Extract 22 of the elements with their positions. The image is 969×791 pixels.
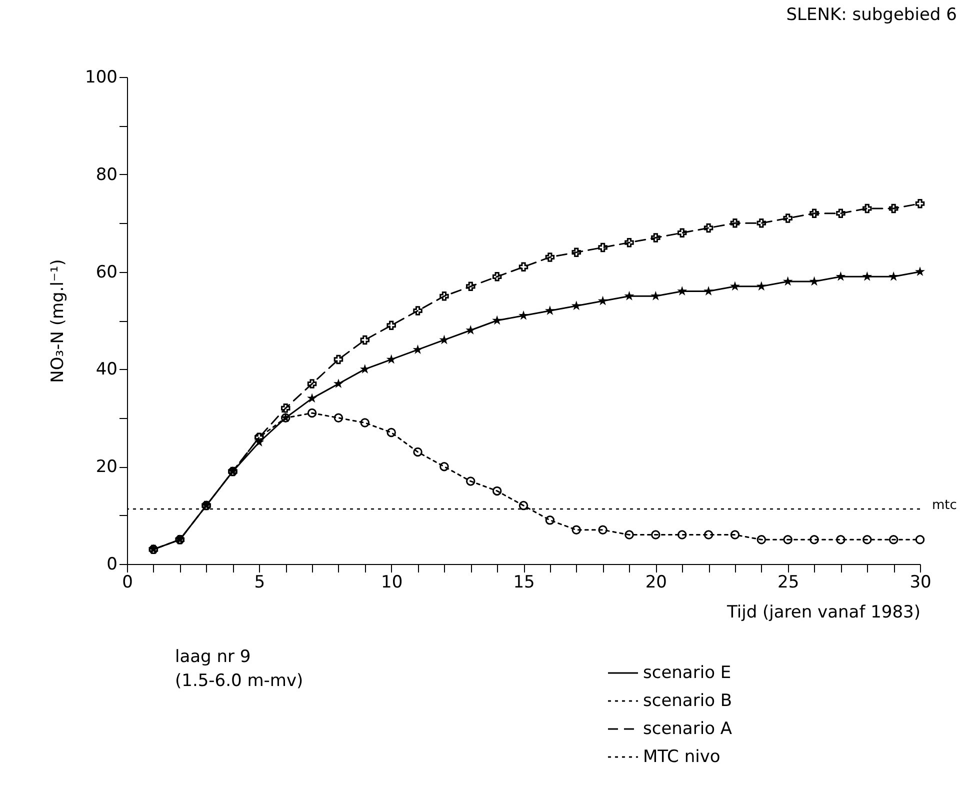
legend-label: scenario B <box>643 691 732 711</box>
x-tick-label: 25 <box>778 572 800 592</box>
y-tick-label: 80 <box>96 164 118 185</box>
chart-title: SLENK: subgebied 6 <box>786 5 957 25</box>
text: MTC nivo <box>643 747 720 767</box>
legend-label: scenario A <box>643 719 732 739</box>
x-tick-label: 0 <box>122 572 133 592</box>
y-axis-title: NO₃-N (mg.l⁻¹) <box>48 259 68 383</box>
ref-line-label: mtc <box>932 498 957 513</box>
x-axis-title: Tijd (jaren vanaf 1983) <box>726 602 920 622</box>
x-tick-label: 15 <box>513 572 535 592</box>
y-tick-label: 20 <box>96 457 118 478</box>
x-tick-label: 5 <box>254 572 266 592</box>
y-tick-label: 60 <box>96 262 118 282</box>
x-tick-label: 30 <box>910 572 932 592</box>
y-tick-label: 0 <box>106 554 118 574</box>
text: laag nr 9 (1.5-6.0 m-mv) <box>175 646 304 693</box>
y-tick-label: 40 <box>96 360 118 380</box>
x-tick-label: 10 <box>381 572 403 592</box>
legend-label: scenario E <box>643 663 732 683</box>
y-tick-label: 100 <box>85 68 118 88</box>
x-tick-label: 20 <box>645 572 667 592</box>
